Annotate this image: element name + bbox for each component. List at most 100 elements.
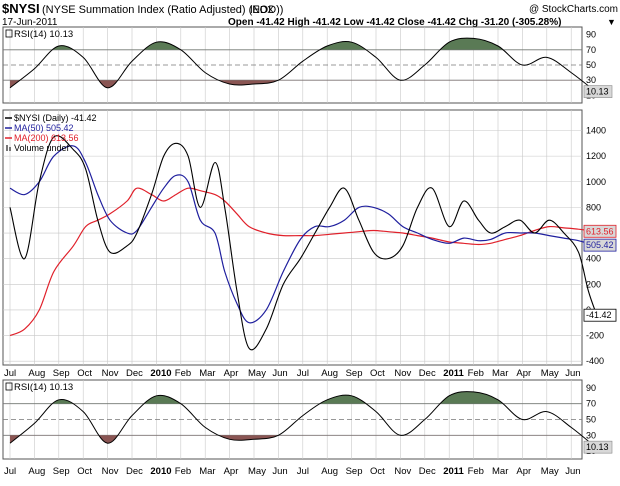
rsi-bottom-legend-swatch <box>5 382 13 391</box>
x-axis-label: Apr <box>516 466 531 477</box>
price-y-tick: 800 <box>586 202 601 212</box>
rsi-bottom-line <box>9 391 596 448</box>
x-axis-label: Feb <box>175 368 191 379</box>
legend-price-label: $NYSI (Daily) -41.42 <box>14 113 97 123</box>
x-axis-label: Jul <box>297 368 309 379</box>
legend-volume-label: Volume undef <box>14 143 70 153</box>
series-ma50-line <box>9 145 597 324</box>
last-tag-ma200 <box>583 224 617 238</box>
x-axis-label: Mar <box>492 368 508 379</box>
x-axis-label: Mar <box>199 368 215 379</box>
last-tag-ma50 <box>583 238 617 252</box>
x-axis-label: Sep <box>53 368 70 379</box>
date-label: 17-Jun-2011 <box>2 17 58 28</box>
x-axis-label: May <box>248 368 266 379</box>
rsi-bottom-y-tick: 50 <box>586 415 596 425</box>
x-axis-label: 2010 <box>150 466 171 477</box>
x-axis-label: Aug <box>28 368 45 379</box>
legend-ma50-label: MA(50) 505.42 <box>14 123 74 133</box>
x-axis-label: Dec <box>126 466 143 477</box>
x-axis-label: May <box>541 466 559 477</box>
x-axis-label: Aug <box>321 368 338 379</box>
x-axis-label: Aug <box>28 466 45 477</box>
x-axis-label: Apr <box>224 466 239 477</box>
x-axis-label: Feb <box>468 466 484 477</box>
rsi-top-last-tag <box>583 85 613 98</box>
legend-volume-swatch <box>6 145 8 151</box>
rsi-bottom-y-tick: 30 <box>586 430 596 440</box>
x-axis-label: 2011 <box>443 466 464 477</box>
rsi-top-y-tick: 30 <box>586 75 596 85</box>
series-ma200-line <box>9 187 597 337</box>
x-axis-label: Jul <box>4 368 16 379</box>
rsi-bottom-overbought-fill <box>10 391 582 404</box>
chart-panels: 9070503010RSI(14) 10.1310.13140012001000… <box>2 26 617 477</box>
x-axis-label: Nov <box>102 368 119 379</box>
x-axis-label: Oct <box>370 368 385 379</box>
rsi-top-y-tick: 70 <box>586 45 596 55</box>
rsi-top-legend-swatch <box>5 29 13 38</box>
rsi-top-overbought-fill <box>52 38 504 50</box>
series-price-line <box>9 135 598 351</box>
x-axis-label: Feb <box>175 466 191 477</box>
price-frame <box>2 109 583 366</box>
rsi-top-line <box>9 37 596 92</box>
x-axis-label: 2010 <box>150 368 171 379</box>
price-y-tick: 1200 <box>586 151 606 161</box>
rsi-top-legend-title: RSI(14) 10.13 <box>14 29 73 40</box>
x-axis-label: May <box>541 368 559 379</box>
change-down-icon: ▼ <box>607 17 616 27</box>
x-axis-label: Oct <box>370 466 385 477</box>
x-axis-label: Feb <box>468 368 484 379</box>
rsi-bottom-legend-title: RSI(14) 10.13 <box>14 382 73 393</box>
x-axis-label: 2011 <box>443 368 464 379</box>
last-tag-price <box>583 308 617 322</box>
rsi-bottom-y-tick: 70 <box>586 399 596 409</box>
x-axis-label: Sep <box>346 466 363 477</box>
x-axis-label: Oct <box>77 466 92 477</box>
ohlc-line: Open -41.42 High -41.42 Low -41.42 Close… <box>228 17 561 28</box>
x-axis-label: Apr <box>224 368 239 379</box>
last-tag-ma50-label: 505.42 <box>586 240 614 250</box>
price-y-tick: -200 <box>586 331 604 341</box>
price-y-tick: -400 <box>586 356 604 366</box>
x-axis-label: Jul <box>297 466 309 477</box>
x-axis-label: Jun <box>565 368 580 379</box>
x-axis-label: Aug <box>321 466 338 477</box>
price-y-tick: 200 <box>586 279 601 289</box>
x-axis-label: Mar <box>492 466 508 477</box>
x-axis-label: Jun <box>565 466 580 477</box>
last-tag-ma200-label: 613.56 <box>586 226 614 236</box>
x-axis-label: Nov <box>102 466 119 477</box>
x-axis-label: Dec <box>419 368 436 379</box>
index-name: (NYSE Summation Index (Ratio Adjusted) (… <box>42 4 283 16</box>
x-axis-label: Sep <box>53 466 70 477</box>
x-axis-label: Sep <box>346 368 363 379</box>
rsi-top-y-tick: 90 <box>586 30 596 40</box>
x-axis-label: Mar <box>199 466 215 477</box>
copyright-label: @ StockCharts.com <box>529 4 618 15</box>
exchange-label: INDX <box>250 5 274 16</box>
x-axis-label: Apr <box>516 368 531 379</box>
legend-ma200-label: MA(200) 613.56 <box>14 133 79 143</box>
x-axis-label: May <box>248 466 266 477</box>
x-axis-label: Dec <box>126 368 143 379</box>
legend-volume-swatch <box>9 147 11 151</box>
x-axis-label: Jun <box>272 466 287 477</box>
last-tag-price-label: -41.42 <box>586 310 612 320</box>
x-axis-label: Dec <box>419 466 436 477</box>
x-axis-label: Oct <box>77 368 92 379</box>
price-y-tick: 1400 <box>586 126 606 136</box>
x-axis-label: Jul <box>4 466 16 477</box>
rsi-bottom-last-tag <box>583 440 613 454</box>
rsi-top-last-value: 10.13 <box>586 87 609 97</box>
rsi-bottom-last-value: 10.13 <box>586 442 609 452</box>
x-axis-label: Nov <box>394 368 411 379</box>
rsi-bottom-y-tick: 90 <box>586 383 596 393</box>
x-axis-label: Nov <box>394 466 411 477</box>
symbol-label: $NYSI <box>2 1 40 16</box>
rsi-top-y-tick: 50 <box>586 60 596 70</box>
price-y-tick: 1000 <box>586 177 606 187</box>
price-y-tick: 400 <box>586 254 601 264</box>
